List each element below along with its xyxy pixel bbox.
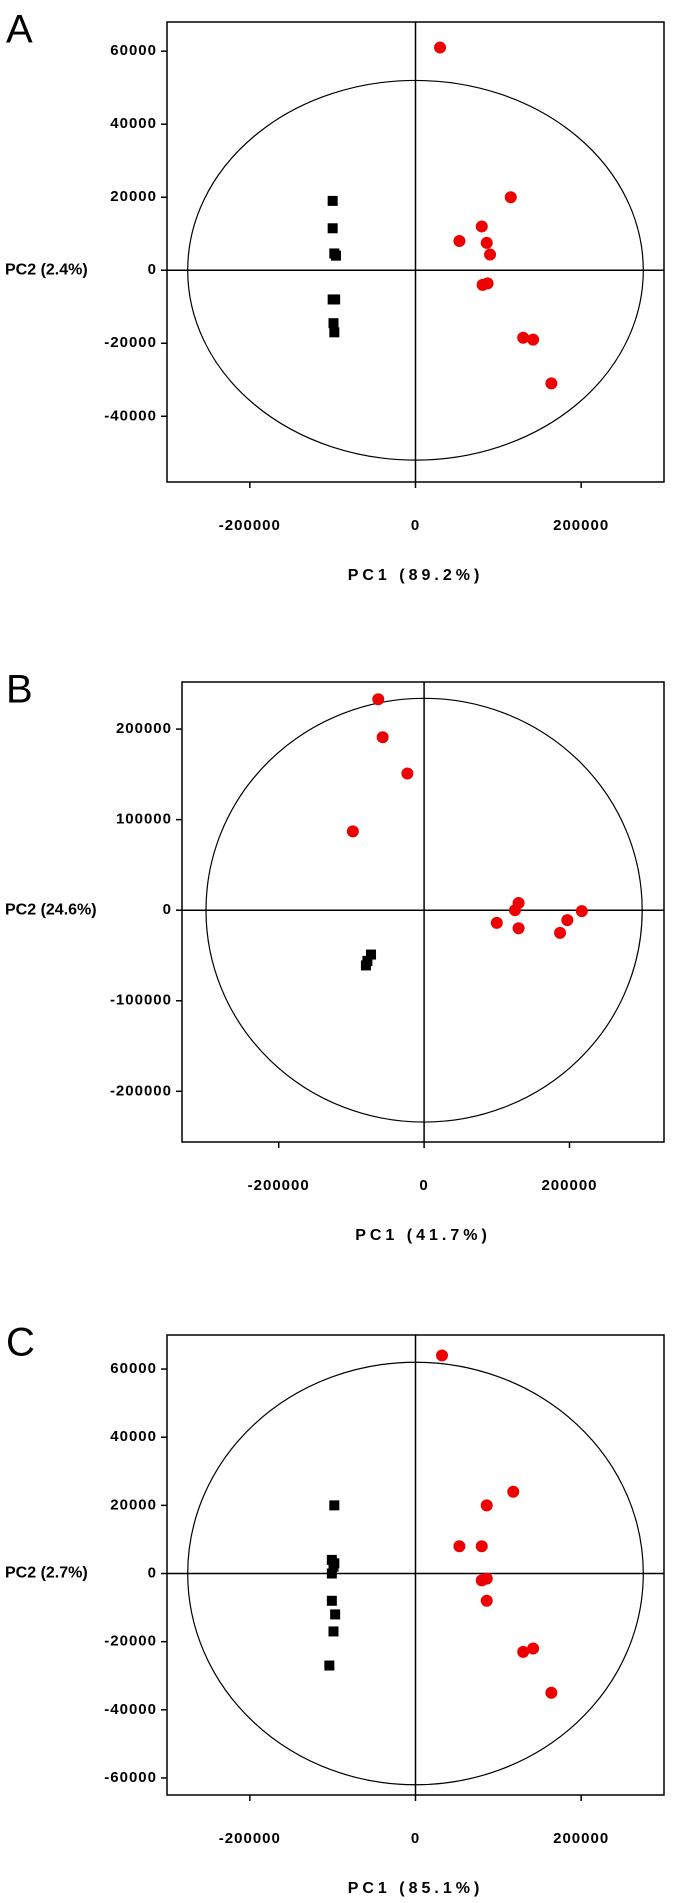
- y-tick-label: 100000: [116, 811, 172, 828]
- point: [545, 1686, 558, 1699]
- point: [326, 1568, 337, 1579]
- point: [328, 1561, 339, 1572]
- point: [329, 327, 340, 338]
- point: [480, 236, 493, 249]
- y-tick-label: 20000: [110, 1496, 157, 1513]
- point: [453, 235, 466, 248]
- point: [527, 333, 540, 346]
- y-axis-title: PC2 (2.7%): [5, 1565, 88, 1582]
- point: [329, 1500, 340, 1511]
- x-tick-label: -200000: [248, 1177, 310, 1194]
- point: [372, 693, 385, 706]
- point: [330, 294, 341, 305]
- point: [401, 767, 414, 780]
- x-axis-title: PC1 (89.2%): [348, 567, 484, 584]
- point: [330, 250, 341, 261]
- y-axis-title: PC2 (2.4%): [5, 261, 88, 278]
- x-tick-label: 0: [419, 1177, 428, 1194]
- point: [545, 377, 558, 390]
- point: [434, 41, 447, 54]
- point: [527, 1642, 540, 1655]
- point: [328, 318, 339, 329]
- point: [490, 916, 503, 929]
- point: [504, 191, 517, 204]
- point: [436, 1349, 449, 1362]
- y-tick-label: -60000: [104, 1769, 157, 1786]
- point: [554, 926, 567, 939]
- y-tick-label: 40000: [110, 115, 157, 132]
- point: [376, 731, 389, 744]
- y-tick-label: 60000: [110, 1360, 157, 1377]
- x-tick-label: 200000: [553, 517, 609, 534]
- y-axis-title: PC2 (24.6%): [5, 901, 97, 918]
- y-tick-label: 40000: [110, 1428, 157, 1445]
- point: [366, 949, 377, 960]
- point: [517, 331, 530, 344]
- x-tick-label: 0: [411, 517, 420, 534]
- y-tick-label: -100000: [110, 992, 172, 1009]
- x-tick-label: 0: [411, 1830, 420, 1847]
- x-axis-title: PC1 (85.1%): [348, 1880, 484, 1897]
- point: [475, 220, 488, 233]
- point: [346, 825, 359, 838]
- point: [453, 1540, 466, 1553]
- y-tick-label: 20000: [110, 188, 157, 205]
- point: [330, 1609, 341, 1620]
- point: [324, 1660, 335, 1671]
- y-tick-label: -40000: [104, 407, 157, 424]
- point: [561, 914, 574, 927]
- panel-label: C: [6, 1321, 35, 1365]
- x-tick-label: -200000: [219, 517, 281, 534]
- y-tick-label: 200000: [116, 720, 172, 737]
- point: [512, 922, 525, 935]
- point: [328, 1626, 339, 1637]
- confidence-ellipse: [187, 1361, 644, 1786]
- panel-label: A: [6, 8, 33, 52]
- y-tick-label: -200000: [110, 1082, 172, 1099]
- point: [508, 904, 521, 917]
- point: [481, 277, 494, 290]
- panel-label: B: [6, 668, 33, 712]
- point: [326, 1595, 337, 1606]
- x-tick-label: -200000: [219, 1830, 281, 1847]
- x-axis-title: PC1 (41.7%): [355, 1227, 491, 1244]
- point: [507, 1485, 520, 1498]
- point: [360, 960, 371, 971]
- y-tick-label: 60000: [110, 42, 157, 59]
- y-tick-label: -20000: [104, 334, 157, 351]
- point: [475, 1540, 488, 1553]
- y-tick-label: -20000: [104, 1633, 157, 1650]
- y-tick-label: 0: [163, 901, 172, 918]
- y-tick-label: 0: [148, 1564, 157, 1581]
- y-tick-label: -40000: [104, 1701, 157, 1718]
- x-tick-label: 200000: [541, 1177, 597, 1194]
- point: [575, 905, 588, 918]
- point: [327, 223, 338, 234]
- point: [517, 1645, 530, 1658]
- point: [480, 1499, 493, 1512]
- point: [484, 248, 497, 261]
- point: [327, 195, 338, 206]
- plot-frame: [181, 681, 665, 1143]
- confidence-ellipse: [205, 697, 643, 1123]
- point: [480, 1594, 493, 1607]
- confidence-ellipse: [187, 79, 644, 461]
- x-tick-label: 200000: [553, 1830, 609, 1847]
- point: [480, 1572, 493, 1585]
- y-tick-label: 0: [148, 261, 157, 278]
